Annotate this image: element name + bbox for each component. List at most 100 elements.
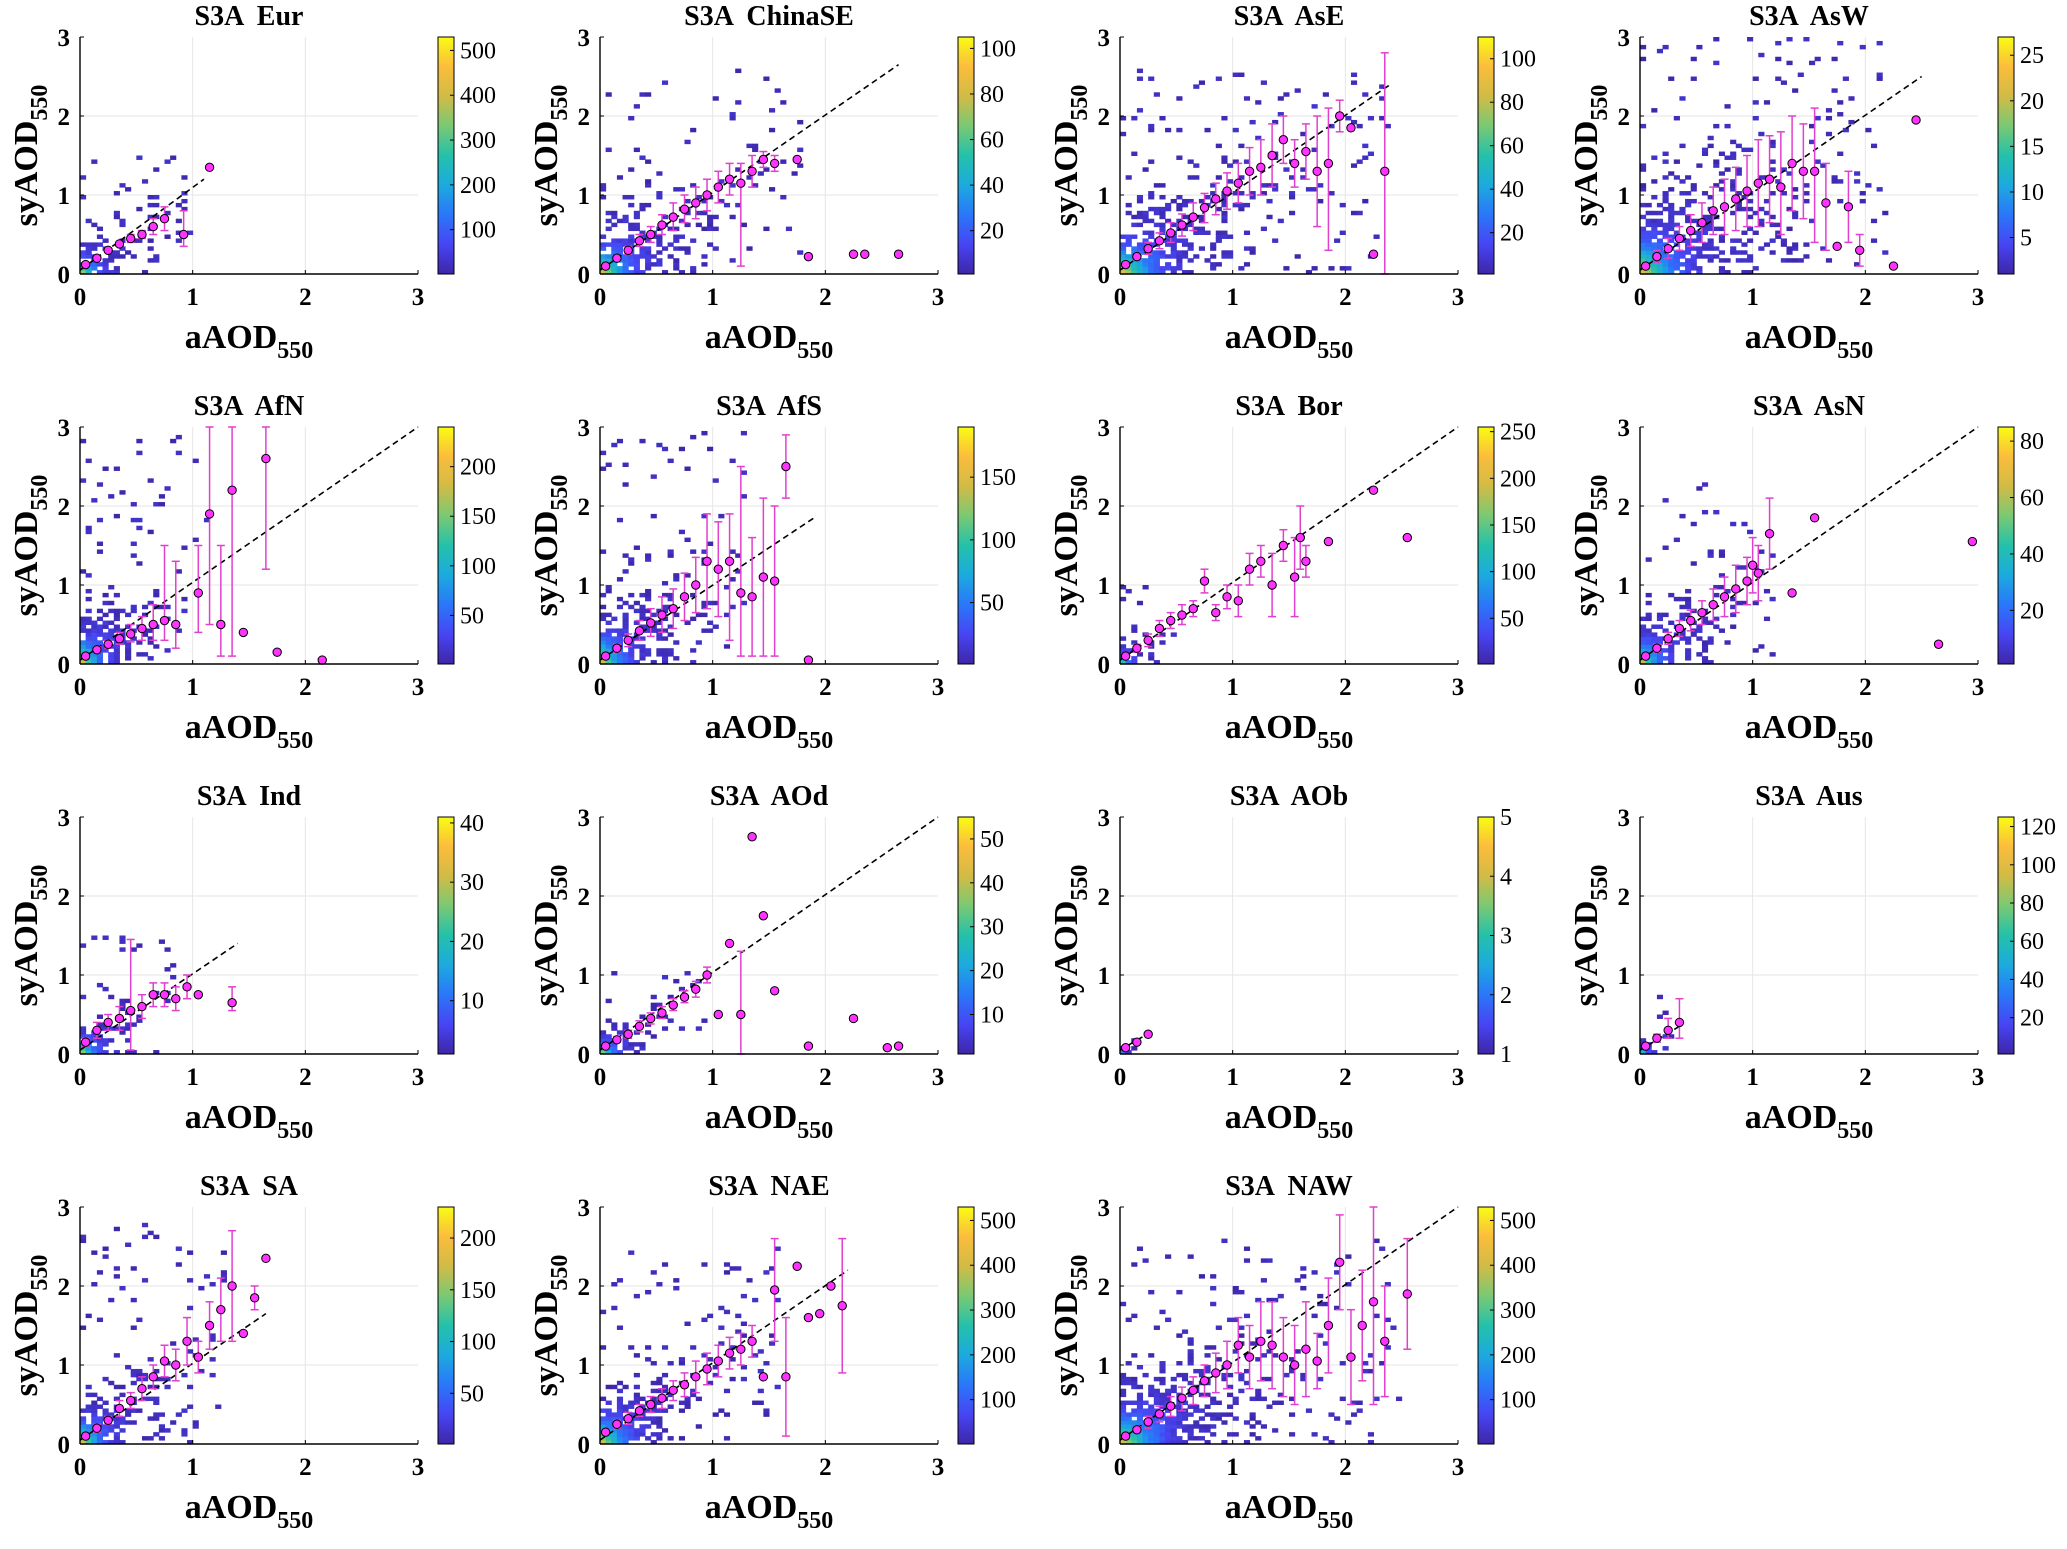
density-cell bbox=[639, 202, 646, 208]
density-cell bbox=[1651, 218, 1658, 224]
density-cell bbox=[1148, 254, 1155, 259]
density-cell bbox=[125, 1408, 132, 1413]
density-cell bbox=[1747, 206, 1754, 212]
density-cell bbox=[1125, 254, 1132, 259]
density-cell bbox=[622, 569, 629, 574]
density-cell bbox=[187, 1404, 194, 1409]
density-cell bbox=[1668, 254, 1675, 259]
density-cell bbox=[701, 612, 708, 618]
density-cell bbox=[1300, 167, 1307, 172]
density-cell bbox=[723, 1412, 731, 1417]
colorbar bbox=[1997, 426, 2015, 665]
density-cell bbox=[1159, 632, 1166, 637]
density-cell bbox=[600, 1416, 607, 1421]
mean-marker bbox=[1267, 580, 1277, 590]
density-cell bbox=[611, 616, 618, 622]
mean-marker bbox=[1855, 245, 1865, 256]
mean-marker bbox=[702, 556, 712, 566]
density-cell bbox=[1814, 116, 1821, 121]
density-cell bbox=[1876, 76, 1883, 81]
density-cell bbox=[1215, 1416, 1222, 1421]
y-axis-label: syAOD550 bbox=[528, 865, 573, 1007]
density-cell bbox=[96, 656, 104, 661]
mean-marker bbox=[769, 986, 780, 996]
density-cell bbox=[1136, 262, 1144, 267]
density-cell bbox=[1668, 656, 1675, 661]
density-cell bbox=[1300, 131, 1307, 137]
density-cell bbox=[1243, 1420, 1251, 1425]
mean-marker bbox=[1663, 634, 1673, 644]
density-cell bbox=[1786, 206, 1793, 212]
density-cell bbox=[723, 1262, 731, 1267]
density-cell bbox=[1210, 1432, 1217, 1437]
density-cell bbox=[667, 1361, 674, 1366]
density-cell bbox=[1775, 234, 1782, 239]
mean-marker bbox=[668, 604, 678, 614]
density-cell bbox=[147, 1396, 154, 1402]
density-cell bbox=[774, 88, 781, 93]
density-cell bbox=[1769, 191, 1776, 196]
mean-marker bbox=[261, 1253, 271, 1264]
density-cell bbox=[1645, 218, 1652, 224]
density-cell bbox=[707, 1357, 714, 1362]
density-cell bbox=[1752, 100, 1759, 105]
density-cell bbox=[752, 1353, 759, 1358]
density-cell bbox=[1131, 246, 1138, 251]
colorbar-tick-label: 20 bbox=[2020, 598, 2044, 624]
density-cell bbox=[1187, 222, 1194, 228]
density-cell bbox=[1266, 1329, 1273, 1334]
density-cell bbox=[1707, 238, 1714, 243]
mean-marker bbox=[736, 588, 746, 598]
y-tick-label: 1 bbox=[58, 183, 71, 210]
density-cell bbox=[1701, 616, 1709, 622]
density-cell bbox=[633, 1042, 640, 1047]
density-cell bbox=[678, 1436, 685, 1441]
mean-marker bbox=[103, 245, 113, 256]
density-cell bbox=[113, 612, 120, 618]
density-cell bbox=[1668, 660, 1675, 665]
density-cell bbox=[1373, 1238, 1380, 1244]
density-cell bbox=[91, 640, 98, 645]
density-cell bbox=[158, 1412, 165, 1417]
density-cell bbox=[1741, 600, 1748, 606]
density-cell bbox=[1668, 262, 1675, 267]
density-cell bbox=[1668, 266, 1675, 271]
density-cell bbox=[91, 628, 98, 633]
density-cell bbox=[1645, 600, 1652, 606]
density-cell bbox=[1221, 234, 1228, 239]
density-cell bbox=[1181, 1416, 1189, 1421]
density-cell bbox=[684, 620, 691, 625]
density-cell bbox=[125, 1026, 132, 1031]
density-cell bbox=[740, 600, 747, 606]
mean-marker bbox=[668, 212, 678, 222]
density-cell bbox=[181, 198, 188, 204]
density-cell bbox=[187, 1440, 194, 1445]
density-cell bbox=[1350, 72, 1358, 77]
density-cell bbox=[1741, 258, 1748, 263]
density-cell bbox=[1232, 1286, 1239, 1291]
density-cell bbox=[1153, 270, 1160, 275]
density-cell bbox=[1831, 56, 1838, 62]
density-cell bbox=[729, 112, 736, 117]
density-cell bbox=[1656, 48, 1664, 54]
density-cell bbox=[1769, 553, 1776, 558]
density-cell bbox=[1837, 40, 1844, 46]
density-cell bbox=[628, 202, 635, 208]
y-tick-label: 2 bbox=[58, 104, 71, 131]
density-cell bbox=[1159, 266, 1166, 271]
density-cell bbox=[1769, 222, 1776, 228]
density-cell bbox=[91, 1034, 98, 1039]
density-cell bbox=[85, 218, 92, 224]
density-cell bbox=[1136, 600, 1144, 606]
colorbar bbox=[1477, 426, 1495, 665]
density-cell bbox=[1255, 135, 1262, 141]
density-cell bbox=[1221, 254, 1228, 259]
density-cell bbox=[1685, 238, 1692, 243]
mean-marker bbox=[1776, 182, 1786, 192]
density-cell bbox=[628, 648, 635, 653]
density-cell bbox=[1842, 127, 1849, 133]
density-cell bbox=[605, 636, 612, 641]
mean-marker bbox=[159, 214, 170, 224]
density-cell bbox=[198, 1286, 205, 1291]
density-cell bbox=[639, 604, 646, 610]
